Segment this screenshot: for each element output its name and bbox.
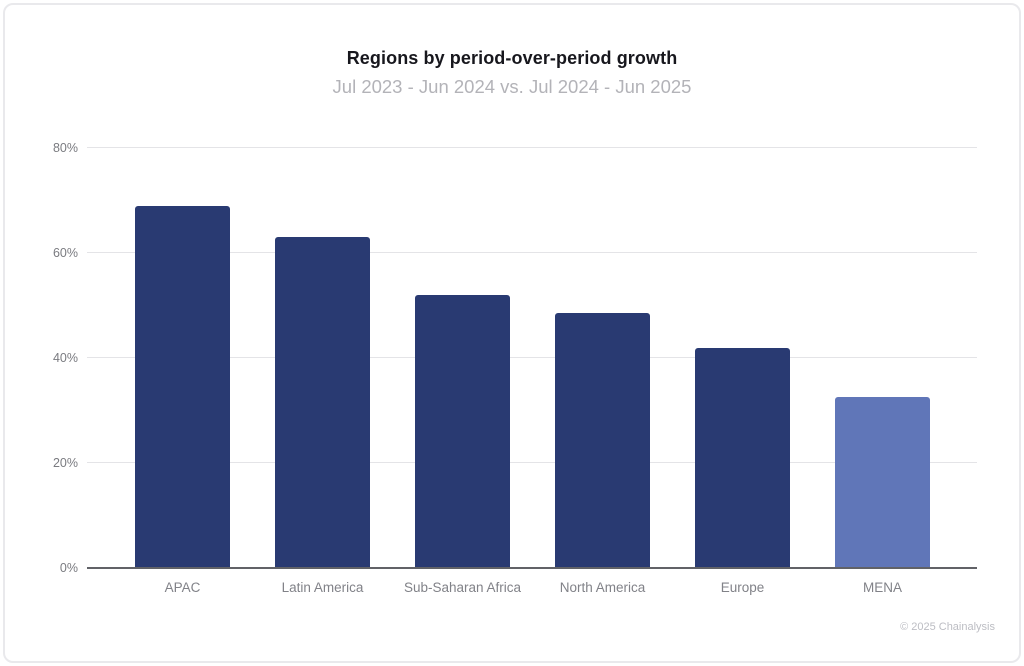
x-tick-mena: MENA [835,580,930,598]
x-tick-label: North America [559,580,646,595]
bar-mena [835,397,930,568]
x-tick-label: Europe [720,580,765,595]
bars-container [87,148,977,568]
x-axis-baseline [87,567,977,569]
x-tick-label: Sub-Saharan Africa [403,580,522,595]
x-tick-label: MENA [862,580,902,595]
x-tick-latin-america: Latin America [275,580,370,598]
y-tick-label-80: 80% [52,141,78,155]
bar-north-america [555,313,650,568]
chart-card-inner: Regions by period-over-period growth Jul… [5,5,1019,661]
bar-sub-saharan-africa [415,295,510,568]
x-tick-label: Latin America [281,580,364,595]
x-tick-north-america: North America [555,580,650,598]
x-tick-sub-saharan-africa: Sub-Saharan Africa [404,580,521,598]
y-tick-label-60: 60% [52,246,78,260]
chart-card: Regions by period-over-period growth Jul… [3,3,1021,663]
bar-europe [695,347,790,568]
y-tick-label-20: 20% [52,456,78,470]
x-tick-apac: APAC [135,580,230,598]
x-axis: APAC Latin America Sub-Saharan Africa North… [87,580,977,598]
chart-subtitle: Jul 2023 - Jun 2024 vs. Jul 2024 - Jun 2… [332,76,692,97]
plot-area [87,147,977,569]
gridline-80 [87,147,977,148]
gridline-60 [87,252,977,253]
gridline-20 [87,462,977,463]
x-tick-label: APAC [164,580,201,595]
bar-apac [135,205,230,568]
gridline-40 [87,357,977,358]
bar-latin-america [275,237,370,568]
x-tick-europe: Europe [695,580,790,598]
y-tick-label-40: 40% [52,351,78,365]
chart-title: Regions by period-over-period growth [346,48,678,68]
copyright-text: © 2025 Chainalysis [900,621,995,633]
y-tick-label-0: 0% [59,561,78,575]
y-axis: 0% 20% 40% 60% 80% [5,141,78,575]
